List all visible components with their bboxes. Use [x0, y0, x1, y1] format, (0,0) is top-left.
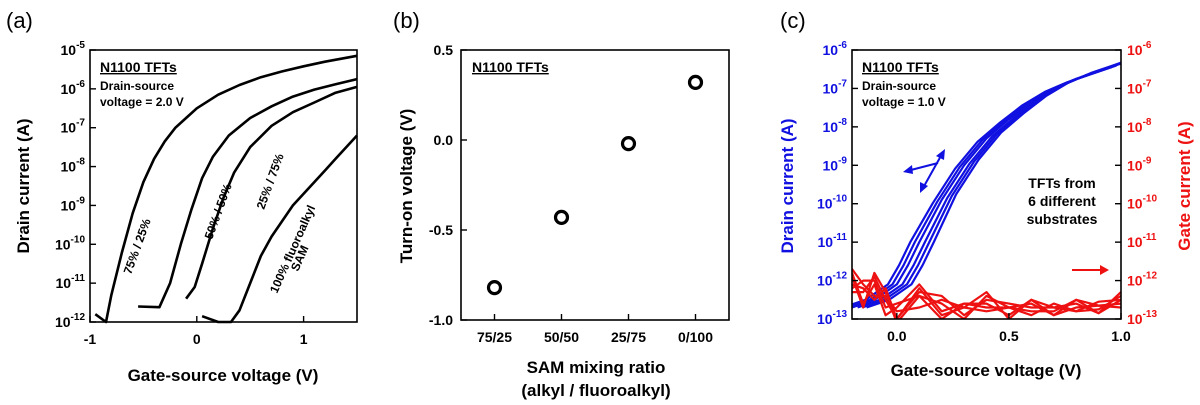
- panel-a-label: (a): [6, 8, 33, 33]
- panel-a-x-tick-label: 0: [193, 331, 201, 347]
- panel-b-plot-frame: [460, 49, 730, 321]
- gate-current-curve: [852, 275, 1121, 319]
- panel-c-right-y-tick-label: 10-7: [1127, 78, 1152, 96]
- panel-a-y-tick-label: 10-12: [55, 312, 85, 330]
- panel-a-x-tick-label: -1: [84, 331, 97, 347]
- gate-current-curve: [852, 279, 1121, 319]
- panel-b-y-axis-label: Turn-on voltage (V): [397, 109, 416, 264]
- panel-c-right-y-tick-label: 10-8: [1127, 117, 1152, 135]
- panel-a-y-tick-label: 10-9: [61, 195, 86, 213]
- panel-b: (b) -1.0-0.50.00.5 75/25 50/50 25/75 0/100 …: [393, 8, 730, 400]
- panel-c-right-y-tick-label: 10-10: [1127, 194, 1157, 212]
- panel-a-y-tick-label: 10-10: [55, 234, 85, 252]
- panel-a-x-ticks: -1 0 1: [84, 316, 308, 347]
- panel-c-right-y-tick-label: 10-6: [1127, 40, 1152, 58]
- panel-b-data-point: [553, 209, 570, 225]
- panel-b-y-tick-label: -0.5: [429, 222, 453, 238]
- panel-a-series-line-3: [185, 85, 358, 300]
- panel-c-note-line-3: substrates: [1027, 211, 1098, 227]
- panel-c-left-y-tick-label: 10-8: [823, 117, 848, 135]
- drain-axis-arrow: [903, 149, 945, 193]
- panel-b-data-point: [620, 136, 637, 152]
- panel-b-x-tick-label: 50/50: [544, 329, 579, 345]
- panel-c-annotation-line-1: Drain-source: [862, 79, 936, 93]
- panel-c-x-tick-label: 0.0: [887, 328, 907, 344]
- panel-b-x-axis-label-line-2: (alkyl / fluoroalkyl): [521, 381, 670, 400]
- panel-b-points: [486, 74, 704, 296]
- panel-c-right-y-axis-label: Gate current (A): [1175, 121, 1194, 250]
- panel-c-title: N1100 TFTs: [862, 59, 939, 75]
- panel-b-y-ticks: -1.0 -0.5 0.0 0.5: [429, 42, 467, 328]
- panel-b-x-axis-label: SAM mixing ratio: [527, 358, 666, 377]
- panel-a-series-line-2: [138, 77, 358, 309]
- panel-c-x-ticks: 0.0 0.5 1.0: [887, 313, 1131, 344]
- panel-c-left-y-tick-label: 10-12: [817, 271, 847, 289]
- panel-c-plot-frame: [851, 49, 1122, 320]
- panel-c-left-y-ticks: 10-13 10-12 10-11 10-10 10-9 10-8 10-7 10-6: [817, 40, 858, 327]
- curve-label-25-75: 25% / 75%: [254, 151, 287, 211]
- panel-a-y-tick-label: 10-6: [61, 79, 86, 97]
- panel-c-label: (c): [780, 8, 806, 33]
- panel-b-x-tick-label: 25/75: [611, 329, 646, 345]
- panel-a-y-tick-label: 10-5: [61, 40, 86, 58]
- panel-a-y-tick-label: 10-11: [56, 273, 86, 291]
- panel-c-left-y-tick-label: 10-7: [823, 78, 848, 96]
- panel-a-x-axis-label: Gate-source voltage (V): [128, 366, 319, 385]
- panel-c-left-y-axis-label: Drain current (A): [778, 118, 797, 253]
- panel-c-left-y-tick-label: 10-13: [817, 309, 847, 327]
- curve-label-75-25: 75% / 25%: [121, 216, 154, 276]
- panel-a-curves: [94, 54, 358, 324]
- panel-c: (c) 10-13 10-12 10-11 10-10 10-9 10-8 10-7 10-6…: [778, 8, 1194, 380]
- panel-a-annotation-line-1: Drain-source: [100, 79, 174, 93]
- panel-b-x-tick-label: 0/100: [678, 329, 713, 345]
- panel-b-title: N1100 TFTs: [472, 59, 549, 75]
- panel-b-x-tick-label: 75/25: [477, 329, 512, 345]
- panel-c-curves: [852, 61, 1121, 319]
- panel-a-series-line-1: [94, 54, 358, 324]
- panel-c-right-y-tick-label: 10-13: [1127, 309, 1157, 327]
- panel-c-x-axis-label: Gate-source voltage (V): [891, 361, 1082, 380]
- drain-current-curve: [866, 61, 1121, 309]
- panel-c-annotation-line-2: voltage = 1.0 V: [862, 95, 946, 109]
- curve-label-50-50: 50% / 50%: [202, 181, 235, 241]
- panel-c-note-line-2: 6 different: [1028, 193, 1096, 209]
- panel-c-left-y-tick-label: 10-11: [818, 232, 848, 250]
- panel-c-x-tick-label: 1.0: [1111, 328, 1131, 344]
- panel-b-y-tick-label: -1.0: [429, 312, 453, 328]
- panel-c-right-y-ticks: 10-13 10-12 10-11 10-10 10-9 10-8 10-7 10-6: [1115, 40, 1157, 327]
- panel-c-left-y-tick-label: 10-6: [823, 40, 848, 58]
- panel-c-right-y-tick-label: 10-12: [1127, 271, 1157, 289]
- panel-c-curve-group: [852, 61, 1121, 319]
- panel-b-y-tick-label: 0.0: [434, 132, 454, 148]
- panel-a-y-tick-label: 10-7: [61, 118, 86, 136]
- panel-a-x-tick-label: 1: [300, 331, 308, 347]
- panel-a-y-axis-label: Drain current (A): [14, 118, 33, 253]
- panel-c-x-tick-label: 0.5: [999, 328, 1019, 344]
- gate-axis-arrow: [1072, 265, 1109, 275]
- panel-b-label: (b): [393, 8, 420, 33]
- panel-a: (a) 10-1210-1110-1010-910-810-710-610-5 …: [6, 8, 358, 385]
- gate-current-curve: [852, 271, 1121, 319]
- panel-b-data-point: [687, 74, 704, 91]
- panel-c-right-y-tick-label: 10-9: [1127, 155, 1152, 173]
- panel-c-right-y-tick-label: 10-11: [1127, 232, 1157, 250]
- panel-b-x-ticks: 75/25 50/50 25/75 0/100: [477, 314, 713, 345]
- panel-a-title: N1100 TFTs: [100, 59, 177, 75]
- panel-a-y-tick-label: 10-8: [61, 157, 86, 175]
- panel-b-data-point: [486, 280, 503, 296]
- panel-b-y-tick-label: 0.5: [434, 42, 454, 58]
- panel-c-left-y-tick-label: 10-10: [817, 194, 847, 212]
- panel-a-y-ticks: 10-12 10-11 10-10 10-9 10-8 10-7 10-6 10-5: [55, 40, 96, 330]
- panel-a-series-line-4: [201, 134, 358, 324]
- panel-c-left-y-tick-label: 10-9: [823, 155, 848, 173]
- panel-c-note-line-1: TFTs from: [1028, 175, 1095, 191]
- panel-a-annotation-line-2: voltage = 2.0 V: [100, 95, 184, 109]
